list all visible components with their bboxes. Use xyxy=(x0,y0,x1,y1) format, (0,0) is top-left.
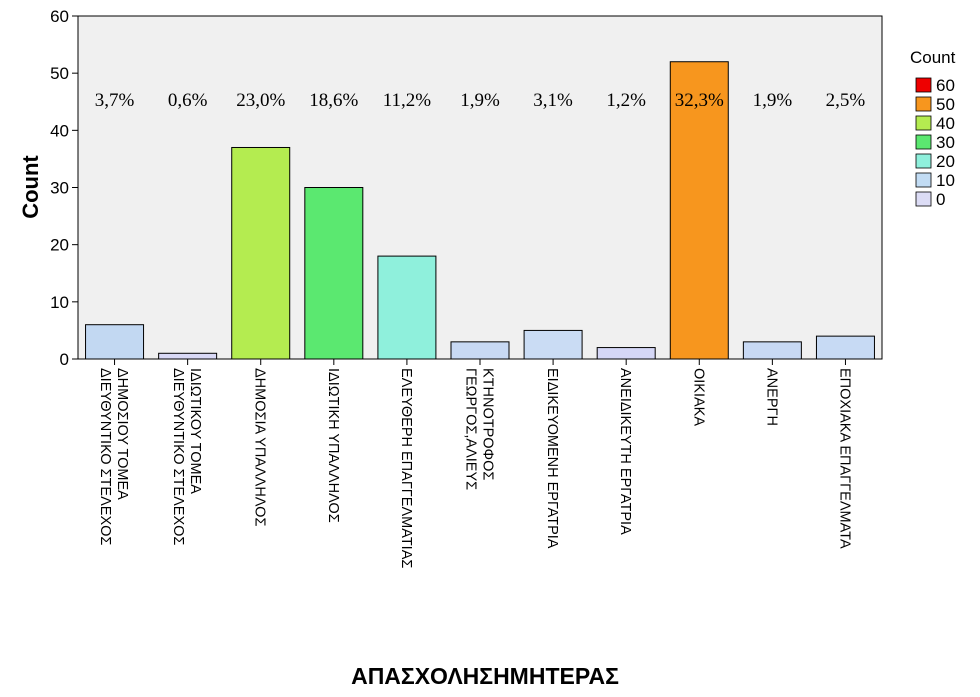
legend-swatch xyxy=(915,191,932,207)
bars xyxy=(85,61,875,360)
legend-label: 50 xyxy=(936,95,955,114)
y-tick-label: 60 xyxy=(50,7,69,26)
x-tick-label-line: ΕΠΟΧΙΑΚΑ ΕΠΑΓΓΕΛΜΑΤΑ xyxy=(836,368,852,549)
x-tick-label-line: ΓΕΩΡΓΟΣ,ΑΛΙΕΥΣ xyxy=(463,368,479,490)
x-tick-label: ΕΛΕΥΘΕΡΗ ΕΠΑΓΓΕΛΜΑΤΙΑΣ xyxy=(398,368,414,568)
legend-label: 0 xyxy=(936,190,945,209)
x-tick-label: ΔΙΕΥΘΥΝΤΙΚΟ ΣΤΕΛΕΧΟΣ ΙΔΙΩΤΙΚΟΥ ΤΟΜΕΑ xyxy=(170,368,203,545)
y-tick-label: 30 xyxy=(50,179,69,198)
x-tick-label-line: ΑΝΕΙΔΙΚΕΥΤΗ ΕΡΓΑΤΡΙΑ xyxy=(617,368,633,535)
x-tick-label: ΑΝΕΡΓΗ xyxy=(763,368,779,426)
bar xyxy=(815,335,875,360)
x-axis-title: ΑΠΑΣΧΟΛΗΣΗΜΗΤΕΡΑΣ xyxy=(351,663,619,689)
legend-label: 40 xyxy=(936,114,955,133)
bar xyxy=(85,324,145,360)
percent-label: 3,7% xyxy=(95,90,135,111)
x-tick-label: ΕΙΔΙΚΕΥΟΜΕΝΗ ΕΡΓΑΤΡΙΑ xyxy=(544,368,560,549)
legend-swatch xyxy=(915,153,932,169)
legend-swatch xyxy=(915,134,932,150)
legend-label: 30 xyxy=(936,133,955,152)
bar xyxy=(742,341,802,360)
percent-label: 18,6% xyxy=(309,90,358,111)
percent-labels: 3,7% 0,6% 23,0% 18,6% 11,2% 1,9% 3,1% 1,2% 32,3%… xyxy=(95,90,866,111)
y-tick-label: 40 xyxy=(50,121,69,140)
x-tick-label: ΕΠΟΧΙΑΚΑ ΕΠΑΓΓΕΛΜΑΤΑ xyxy=(836,368,852,549)
x-tick-label-line: ΕΙΔΙΚΕΥΟΜΕΝΗ ΕΡΓΑΤΡΙΑ xyxy=(544,368,560,549)
x-tick-label: ΔΗΜΟΣΙΑ ΥΠΑΛΛΗΛΟΣ xyxy=(252,368,268,526)
x-tick-label: ΟΙΚΙΑΚΑ xyxy=(690,368,706,426)
bar xyxy=(231,146,291,360)
percent-label: 23,0% xyxy=(236,90,285,111)
bar xyxy=(596,347,656,360)
x-tick-label-line: ΟΙΚΙΑΚΑ xyxy=(690,368,706,426)
y-tick-label: 50 xyxy=(50,64,69,83)
x-tick-label: ΙΔΙΩΤΙΚΗ ΥΠΑΛΛΗΛΟΣ xyxy=(325,368,341,523)
y-axis: 0 10 20 30 40 50 60 xyxy=(50,7,78,369)
bar xyxy=(669,61,729,360)
x-tick-label-line: ΙΔΙΩΤΙΚΗ ΥΠΑΛΛΗΛΟΣ xyxy=(325,368,341,523)
legend-swatch xyxy=(915,96,932,112)
percent-label: 2,5% xyxy=(826,90,866,111)
percent-label: 11,2% xyxy=(383,90,432,111)
legend-swatch xyxy=(915,172,932,188)
legend-title: Count xyxy=(910,48,956,67)
percent-label: 1,9% xyxy=(753,90,793,111)
y-axis-title: Count xyxy=(18,155,43,219)
bar xyxy=(304,187,364,360)
x-tick-label-line: ΔΗΜΟΣΙΑ ΥΠΑΛΛΗΛΟΣ xyxy=(252,368,268,526)
y-tick-label: 0 xyxy=(60,350,69,369)
legend-label: 60 xyxy=(936,76,955,95)
legend-label: 20 xyxy=(936,152,955,171)
bar xyxy=(377,255,437,360)
x-tick-label-line: ΔΗΜΟΣΙΟΥ ΤΟΜΕΑ xyxy=(114,368,130,500)
y-tick-label: 10 xyxy=(50,293,69,312)
percent-label: 1,2% xyxy=(606,90,646,111)
x-tick-label-line: ΔΙΕΥΘΥΝΤΙΚΟ ΣΤΕΛΕΧΟΣ xyxy=(97,368,113,545)
plot-area xyxy=(77,15,883,360)
percent-label: 1,9% xyxy=(460,90,500,111)
bar xyxy=(450,341,510,360)
x-tick-label-line: ΙΔΙΩΤΙΚΟΥ ΤΟΜΕΑ xyxy=(187,368,203,494)
x-axis: ΔΙΕΥΘΥΝΤΙΚΟ ΣΤΕΛΕΧΟΣ ΔΗΜΟΣΙΟΥ ΤΟΜΕΑ ΔΙΕΥΘΥ… xyxy=(97,359,852,568)
percent-label: 3,1% xyxy=(533,90,573,111)
legend-swatch xyxy=(915,115,932,131)
legend-label: 10 xyxy=(936,171,955,190)
legend-swatch xyxy=(915,77,932,93)
x-tick-label-line: ΕΛΕΥΘΕΡΗ ΕΠΑΓΓΕΛΜΑΤΙΑΣ xyxy=(398,368,414,568)
x-tick-label: ΓΕΩΡΓΟΣ,ΑΛΙΕΥΣ ΚΤΗΝΟΤΡΟΦΟΣ xyxy=(463,368,496,490)
bar xyxy=(523,329,583,360)
x-tick-label-line: ΔΙΕΥΘΥΝΤΙΚΟ ΣΤΕΛΕΧΟΣ xyxy=(170,368,186,545)
percent-label: 0,6% xyxy=(168,90,208,111)
x-tick-label-line: ΑΝΕΡΓΗ xyxy=(763,368,779,426)
x-tick-label: ΔΙΕΥΘΥΝΤΙΚΟ ΣΤΕΛΕΧΟΣ ΔΗΜΟΣΙΟΥ ΤΟΜΕΑ xyxy=(97,368,130,545)
percent-label: 32,3% xyxy=(675,90,724,111)
x-tick-label-line: ΚΤΗΝΟΤΡΟΦΟΣ xyxy=(480,368,496,480)
y-tick-label: 20 xyxy=(50,236,69,255)
x-tick-label: ΑΝΕΙΔΙΚΕΥΤΗ ΕΡΓΑΤΡΙΑ xyxy=(617,368,633,535)
bar xyxy=(158,352,218,360)
